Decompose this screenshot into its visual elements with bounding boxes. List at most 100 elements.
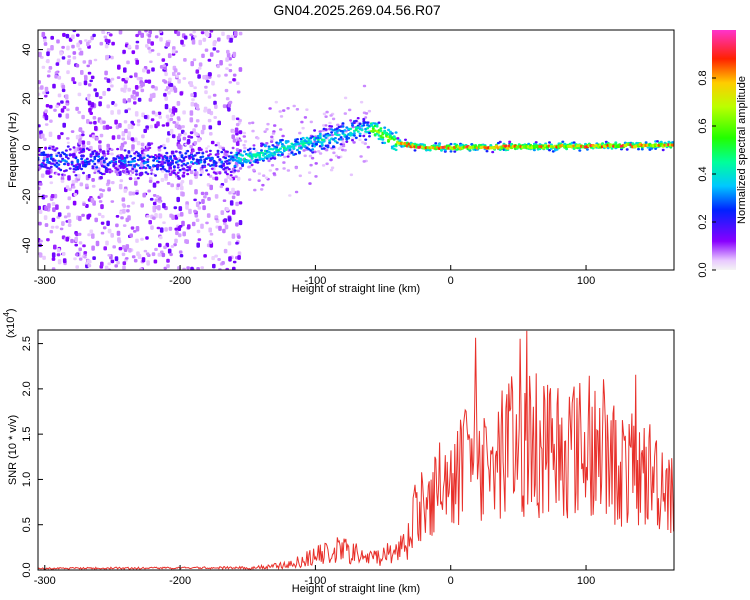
spectrogram-cell-821 [67,219,72,224]
spectrogram-cell-2097 [339,138,343,141]
spectrogram-cell-1714 [193,172,197,175]
spectrogram-cell-1964 [288,148,292,152]
spectrogram-cell-1079 [193,141,198,145]
spectrogram-cell-697 [66,137,70,140]
spectrogram-cell-728 [118,123,122,128]
spectrogram-cell-601 [152,216,156,220]
spectrogram-cell-574 [72,81,77,85]
spectrogram-cell-1028 [234,127,239,133]
spectrogram-cell-50 [87,233,91,237]
spectrogram-cell-884 [115,215,120,218]
spectrogram-cell-13 [148,97,153,102]
spectrogram-cell-1031 [156,180,160,184]
spectrogram-cell-1001 [49,119,53,123]
spectrogram-cell-382 [225,267,229,270]
spectrogram-cell-1699 [188,166,192,169]
spectrogram-cell-181 [218,145,222,149]
spectrogram-cell-681 [38,209,43,215]
spectrogram-cell-787 [130,226,135,230]
spectrogram-cell-3 [90,75,95,80]
spectrogram-cell-1843 [243,157,246,160]
spectrogram-cell-749 [102,90,106,96]
spectrogram-cell-1241 [310,156,315,160]
spectrogram-cell-1894 [261,154,265,157]
spectrogram-cell-1243 [234,175,238,178]
spectrogram-cell-2204 [379,134,383,138]
spectrogram-cell-2079 [332,145,335,149]
spectrogram-cell-1180 [359,155,363,158]
spectrogram-cell-1179 [264,176,269,180]
spectrogram-cell-248 [193,256,197,260]
snr-x-tick-2: -100 [304,575,326,587]
spectrogram-cell-750 [236,90,241,94]
spectrogram-cell-1589 [146,158,150,161]
spectrogram-cell-856 [154,247,158,252]
spectrogram-cell-1092 [166,182,171,185]
snr-x-label: Height of straight line (km) [292,583,420,595]
spectrogram-cell-1496 [110,148,114,151]
spectrogram-cell-2771 [644,141,648,144]
spectrogram-cell-655 [228,256,232,262]
spectrogram-cell-1959 [286,140,290,143]
spectrogram-cell-118 [171,53,176,56]
spectrogram-cell-53 [131,201,135,205]
spectrogram-cell-804 [122,98,127,104]
spectrogram-cell-1178 [278,110,282,113]
spectrogram-cell-2038 [316,138,320,142]
spectrogram-cell-544 [231,195,236,200]
spectrogram-cell-68 [52,83,56,89]
spectrogram-cell-2054 [322,138,326,142]
spectrogram-cell-1350 [55,147,59,150]
spectrogram-cell-2783 [650,147,654,150]
spectrogram-cell-1731 [199,161,203,164]
spectrogram-cell-254 [91,233,95,239]
spectrogram-cell-252 [121,197,126,202]
spectrogram-cell-920 [78,128,82,132]
spectrogram-cell-939 [122,265,126,270]
spectrogram-cell-387 [158,30,163,33]
spectrogram-cell-1712 [193,154,197,157]
spectrogram-cell-1396 [72,170,76,174]
spectrogram-cell-2764 [640,148,644,151]
spectrogram-cell-888 [141,134,145,139]
spectrogram-cell-74 [209,30,214,33]
spectrogram-x-tick-2: -100 [304,275,326,287]
spectrogram-cell-211 [77,92,82,97]
spectrogram-cell-1384 [66,157,70,160]
spectrogram-cell-2828 [671,141,674,144]
spectrogram-cell-2120 [347,137,351,140]
spectrogram-cell-1710 [191,149,195,153]
spectrogram-cell-1787 [222,162,226,166]
spectrogram-cell-1004 [162,79,166,83]
spectrogram-cell-1809 [229,151,233,154]
spectrogram-cell-2538 [534,141,538,144]
spectrogram-cell-923 [102,226,107,230]
spectrogram-cell-1035 [38,124,41,128]
spectrogram-cell-1182 [317,150,321,153]
spectrogram-cell-66 [49,104,53,109]
spectrogram-cell-1089 [53,108,57,112]
spectrogram-cell-1139 [267,159,271,163]
spectrogram-cell-145 [38,186,41,191]
spectrogram-cell-891 [84,262,89,265]
spectrogram-cell-1033 [125,244,130,250]
spectrogram-cell-1151 [253,188,257,192]
spectrogram-cell-2358 [449,150,453,153]
spectrogram-cell-1427 [83,165,87,168]
spectrogram-cell-2211 [383,126,387,129]
spectrogram-cell-700 [207,118,212,123]
spectrogram-cell-1512 [116,147,120,151]
spectrogram-cell-934 [140,82,144,87]
spectrogram-cell-2618 [572,141,576,144]
spectrogram-cell-1671 [176,175,180,178]
spectrogram-cell-432 [106,78,111,83]
spectrogram-cell-639 [61,56,66,60]
spectrogram-cell-1508 [114,162,118,166]
spectrogram-cell-932 [170,113,174,118]
spectrogram-cell-648 [208,125,213,130]
spectrogram-cell-860 [126,204,131,208]
spectrogram-cell-680 [185,204,189,210]
spectrogram-cell-1376 [64,160,68,163]
spectrogram-cell-947 [225,97,230,101]
spectrogram-cell-461 [51,217,56,223]
